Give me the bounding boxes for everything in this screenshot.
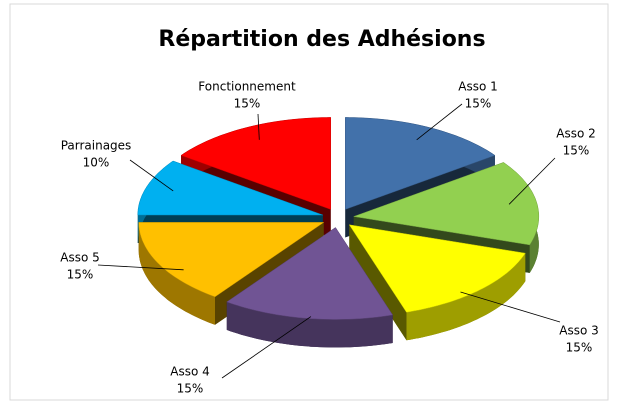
leader-line [460,291,561,323]
slice-top [137,160,323,216]
slice-value-label: 15% [566,341,593,355]
slice-value-label: 15% [465,97,492,111]
slice-label: Asso 4 [170,365,210,379]
slice-label: Asso 1 [458,80,498,94]
slice-label: Parrainages [61,139,132,153]
leader-line [129,159,174,192]
slice-top [226,227,394,320]
slice-value-label: 15% [177,382,204,396]
slice-top [345,117,496,210]
leader-line [221,316,312,379]
slice [226,227,394,348]
slice-label: Asso 3 [559,324,599,338]
slice-value-label: 15% [67,268,94,282]
leader-line [508,157,556,205]
slice-label: Asso 5 [60,251,100,265]
slice-label: Asso 2 [556,127,596,141]
slice-top [352,162,540,246]
leader-line [97,264,184,271]
slice-value-label: 15% [563,144,590,158]
leader-line [257,113,260,140]
chart-title: Répartition des Adhésions [158,27,485,52]
slice-top [348,224,526,313]
slice [348,224,526,341]
slice-rim [138,222,215,325]
slice-wall [349,224,407,341]
slice-label: Fonctionnement [198,80,296,94]
slice-rim [406,253,526,341]
slice-top [180,117,331,210]
slice-value-label: 15% [234,97,261,111]
leader-line [416,103,463,141]
slice-value-label: 10% [83,156,110,170]
slice-top [138,222,325,298]
